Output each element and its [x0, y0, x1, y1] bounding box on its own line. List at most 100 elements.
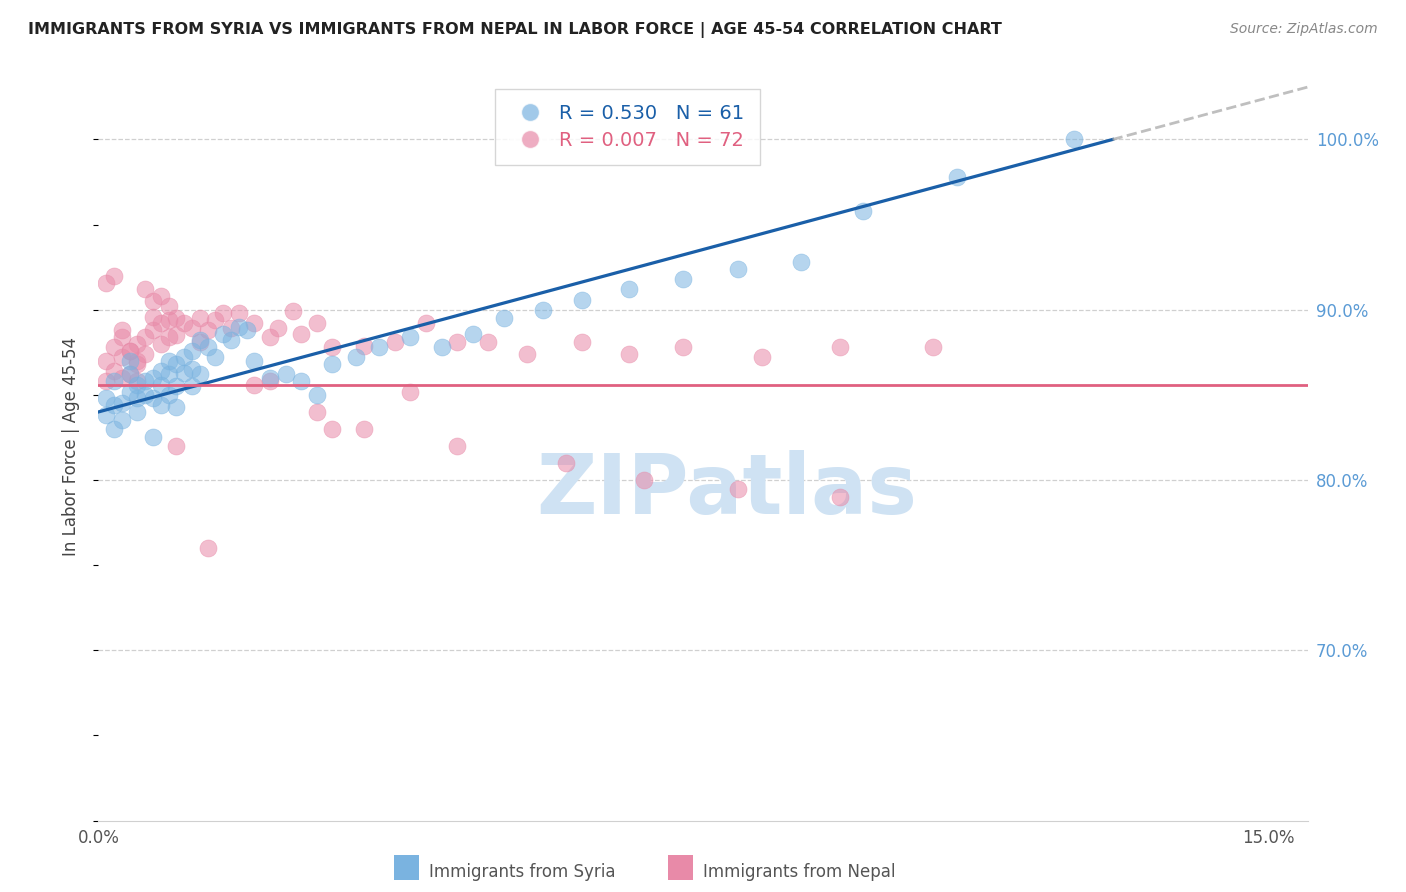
Point [212, 306, 235, 320]
Point [149, 377, 172, 392]
Point [290, 326, 312, 341]
Point [197, 541, 219, 556]
Point [134, 374, 156, 388]
Y-axis label: In Labor Force | Age 45-54: In Labor Force | Age 45-54 [62, 336, 80, 556]
Point [127, 392, 149, 406]
Point [157, 388, 180, 402]
Point [149, 289, 172, 303]
Point [235, 323, 257, 337]
Point [494, 311, 516, 326]
Point [259, 330, 281, 344]
Point [157, 368, 180, 382]
Point [321, 357, 343, 371]
Point [142, 430, 165, 444]
Point [103, 422, 125, 436]
Point [134, 282, 156, 296]
Point [188, 368, 211, 382]
Point [127, 405, 149, 419]
Point [274, 368, 297, 382]
Point [1063, 132, 1085, 146]
Point [188, 335, 211, 350]
Point [290, 374, 312, 388]
Point [828, 340, 851, 354]
Point [672, 272, 695, 286]
Point [157, 313, 180, 327]
Point [103, 364, 125, 378]
Point [118, 368, 141, 382]
Point [173, 351, 195, 365]
Point [219, 334, 242, 348]
Point [127, 336, 149, 351]
Point [127, 354, 149, 368]
Point [197, 340, 219, 354]
Point [165, 357, 187, 371]
Legend: R = 0.530   N = 61, R = 0.007   N = 72: R = 0.530 N = 61, R = 0.007 N = 72 [495, 88, 759, 165]
Point [181, 343, 204, 358]
Point [243, 317, 266, 331]
Point [181, 321, 204, 335]
Point [173, 317, 195, 331]
Point [165, 379, 187, 393]
Point [96, 392, 118, 406]
Point [111, 330, 134, 344]
Point [181, 379, 204, 393]
Point [243, 354, 266, 368]
Point [415, 317, 437, 331]
Point [96, 374, 118, 388]
Point [368, 340, 391, 354]
Point [127, 374, 149, 388]
Point [384, 335, 406, 350]
Point [157, 330, 180, 344]
Point [446, 439, 468, 453]
Point [477, 335, 499, 350]
Point [204, 313, 226, 327]
Point [149, 317, 172, 331]
Point [103, 374, 125, 388]
Point [111, 371, 134, 385]
Point [727, 482, 749, 496]
Point [173, 366, 195, 380]
Point [446, 335, 468, 350]
Point [118, 343, 141, 358]
Point [149, 364, 172, 378]
Point [945, 169, 967, 184]
Point [228, 306, 250, 320]
Point [259, 371, 281, 385]
Point [399, 330, 422, 344]
Point [828, 490, 851, 504]
Point [111, 413, 134, 427]
Point [134, 388, 156, 402]
Point [118, 354, 141, 368]
Point [243, 377, 266, 392]
Point [149, 398, 172, 412]
Point [305, 405, 328, 419]
Point [852, 204, 875, 219]
Point [157, 354, 180, 368]
Point [617, 282, 640, 296]
Point [134, 347, 156, 361]
Point [111, 396, 134, 410]
Point [157, 299, 180, 313]
Point [633, 473, 655, 487]
Text: Source: ZipAtlas.com: Source: ZipAtlas.com [1230, 22, 1378, 37]
Point [127, 377, 149, 392]
Point [305, 388, 328, 402]
Point [149, 336, 172, 351]
Point [727, 261, 749, 276]
Text: Immigrants from Nepal: Immigrants from Nepal [703, 863, 896, 881]
Point [789, 255, 811, 269]
Point [204, 351, 226, 365]
Point [672, 340, 695, 354]
Text: Immigrants from Syria: Immigrants from Syria [429, 863, 616, 881]
Point [96, 409, 118, 423]
Point [571, 335, 593, 350]
Point [751, 351, 773, 365]
Text: IMMIGRANTS FROM SYRIA VS IMMIGRANTS FROM NEPAL IN LABOR FORCE | AGE 45-54 CORREL: IMMIGRANTS FROM SYRIA VS IMMIGRANTS FROM… [28, 22, 1002, 38]
Point [197, 323, 219, 337]
Point [165, 400, 187, 414]
Point [142, 294, 165, 309]
Point [212, 326, 235, 341]
Point [461, 326, 484, 341]
Point [531, 302, 554, 317]
Point [111, 351, 134, 365]
